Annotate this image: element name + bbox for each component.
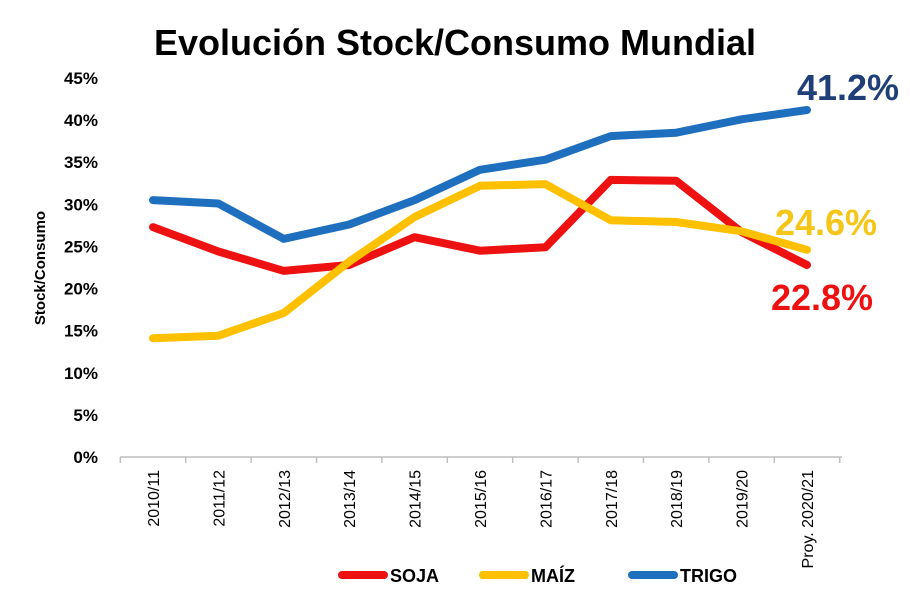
x-tick-label: 2018/19 — [669, 470, 686, 528]
x-tick-label: 2011/12 — [211, 470, 228, 527]
end-labels: 22.8% 24.6% 41.2% — [771, 67, 899, 318]
y-tick-label: 35% — [64, 153, 98, 172]
y-tick-label: 10% — [64, 364, 98, 383]
x-tick-label: 2014/15 — [408, 470, 425, 528]
x-tick-label: 2015/16 — [473, 470, 490, 528]
legend: SOJA MAÍZ TRIGO — [338, 565, 737, 586]
y-tick-label: 30% — [64, 195, 98, 214]
x-tick-label: 2017/18 — [604, 470, 621, 528]
y-tick-label: 20% — [64, 280, 98, 299]
legend-label-trigo: TRIGO — [680, 566, 737, 586]
y-tick-label: 5% — [73, 406, 98, 425]
x-tick-label: 2013/14 — [342, 470, 359, 528]
chart-title: Evolución Stock/Consumo Mundial — [154, 22, 756, 63]
y-tick-label: 15% — [64, 322, 98, 341]
x-tick-label: 2010/11 — [146, 470, 163, 527]
x-tick-label: 2019/20 — [735, 470, 752, 528]
end-label-maíz: 24.6% — [775, 202, 877, 243]
end-label-trigo: 41.2% — [797, 67, 899, 108]
y-tick-label: 45% — [64, 69, 98, 88]
y-tick-label: 40% — [64, 111, 98, 130]
series-line-trigo — [149, 106, 811, 243]
series-line-maíz — [149, 180, 811, 343]
x-tick-label: 2016/17 — [538, 470, 555, 528]
x-tick-label: Proy. 2020/21 — [800, 470, 817, 569]
x-tick-labels: 2010/11 2011/12 2012/13 2013/14 2014/15 2015/… — [146, 470, 817, 569]
series-line-soja — [149, 175, 811, 275]
y-axis-label: Stock/Consumo — [32, 211, 49, 325]
y-tick-label: 0% — [73, 448, 98, 467]
x-tick-label: 2012/13 — [277, 470, 294, 528]
y-tick-label: 25% — [64, 237, 98, 256]
end-label-soja: 22.8% — [771, 277, 873, 318]
y-tick-labels: 0% 5% 10% 15% 20% 25% 30% 35% 40% 45% — [64, 69, 98, 467]
legend-label-soja: SOJA — [390, 566, 439, 586]
legend-label-maíz: MAÍZ — [531, 565, 575, 586]
series-lines — [149, 106, 811, 343]
x-tick-marks — [119, 457, 841, 463]
